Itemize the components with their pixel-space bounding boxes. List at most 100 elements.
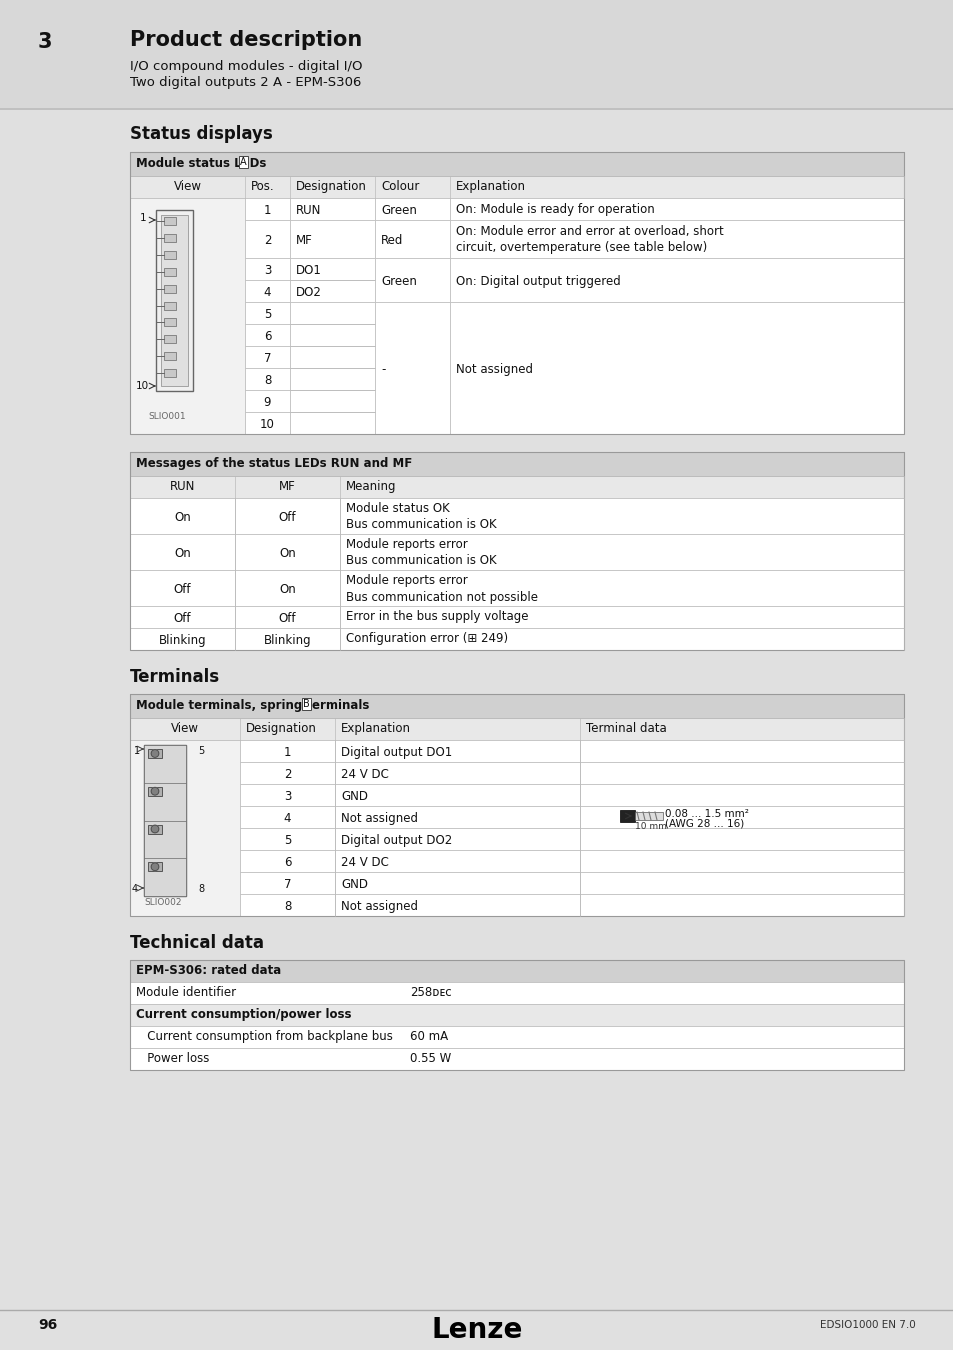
Text: 10: 10 — [260, 418, 274, 431]
Text: 8: 8 — [283, 900, 291, 913]
Text: Module reports error
Bus communication not possible: Module reports error Bus communication n… — [346, 574, 537, 603]
Text: Meaning: Meaning — [346, 481, 396, 493]
Text: Current consumption/power loss: Current consumption/power loss — [136, 1008, 351, 1021]
Text: 258ᴅᴇᴄ: 258ᴅᴇᴄ — [410, 986, 451, 999]
Bar — [164, 319, 175, 327]
Text: View: View — [173, 180, 201, 193]
Text: On: On — [279, 583, 295, 595]
Bar — [335, 784, 579, 806]
Text: Lenze: Lenze — [431, 1316, 522, 1345]
Text: MF: MF — [279, 481, 295, 493]
Circle shape — [151, 787, 158, 795]
Text: On: On — [279, 547, 295, 560]
Text: 6: 6 — [263, 329, 271, 343]
Text: EDSIO1000 EN 7.0: EDSIO1000 EN 7.0 — [820, 1320, 915, 1330]
Text: Not assigned: Not assigned — [340, 900, 417, 913]
Bar — [130, 981, 903, 1004]
Bar — [240, 872, 335, 894]
Bar — [130, 570, 234, 606]
Text: On: Module is ready for operation: On: Module is ready for operation — [456, 202, 654, 216]
Text: Power loss: Power loss — [136, 1052, 209, 1065]
Text: 3: 3 — [38, 32, 52, 53]
Bar — [579, 784, 903, 806]
Text: B: B — [303, 699, 310, 709]
Bar — [245, 324, 290, 346]
Text: Status displays: Status displays — [130, 126, 273, 143]
Bar — [161, 215, 188, 386]
Bar — [130, 718, 903, 740]
Bar — [164, 335, 175, 343]
Text: Module identifier: Module identifier — [136, 986, 236, 999]
Bar — [240, 784, 335, 806]
Text: Error in the bus supply voltage: Error in the bus supply voltage — [346, 610, 528, 622]
Text: RUN: RUN — [170, 481, 195, 493]
Bar — [245, 412, 290, 433]
Bar — [579, 850, 903, 872]
Bar — [164, 285, 175, 293]
Text: Explanation: Explanation — [456, 180, 525, 193]
Bar — [335, 894, 579, 917]
Circle shape — [151, 749, 158, 757]
Bar — [130, 498, 234, 535]
Bar — [579, 740, 903, 761]
Bar — [144, 859, 186, 896]
Bar — [339, 628, 903, 649]
Bar — [130, 740, 240, 917]
Text: Messages of the status LEDs RUN and MF: Messages of the status LEDs RUN and MF — [136, 458, 412, 470]
Bar — [148, 863, 162, 871]
Bar — [579, 828, 903, 850]
Bar — [335, 828, 579, 850]
Bar — [245, 346, 290, 369]
Bar — [144, 745, 186, 896]
Bar — [130, 1048, 903, 1071]
Bar — [579, 761, 903, 784]
Bar — [130, 452, 903, 477]
Bar — [335, 806, 579, 828]
Text: Blinking: Blinking — [158, 634, 206, 647]
Bar — [245, 369, 290, 390]
Text: Product description: Product description — [130, 30, 362, 50]
Text: Module status OK
Bus communication is OK: Module status OK Bus communication is OK — [346, 502, 497, 532]
Bar — [579, 872, 903, 894]
Text: On: Module error and error at overload, short
circuit, overtemperature (see tabl: On: Module error and error at overload, … — [456, 225, 723, 255]
Bar — [148, 825, 162, 833]
Text: 0.08 ... 1.5 mm²: 0.08 ... 1.5 mm² — [664, 809, 748, 819]
Bar — [619, 810, 635, 822]
Text: 2: 2 — [283, 768, 291, 782]
Text: 1: 1 — [140, 213, 147, 223]
Bar — [375, 302, 450, 433]
Bar — [290, 324, 375, 346]
Bar — [240, 894, 335, 917]
Text: SLIO002: SLIO002 — [144, 898, 181, 907]
Text: Not assigned: Not assigned — [456, 363, 533, 377]
Bar — [290, 220, 375, 258]
Text: Terminals: Terminals — [130, 668, 220, 686]
Bar — [148, 787, 162, 795]
Text: 6: 6 — [283, 856, 291, 869]
Bar — [339, 498, 903, 535]
Text: 5: 5 — [264, 308, 271, 321]
Bar — [130, 694, 903, 917]
Text: DO1: DO1 — [295, 265, 321, 277]
Circle shape — [151, 863, 158, 871]
Bar — [234, 606, 339, 628]
Text: MF: MF — [295, 234, 313, 247]
Circle shape — [151, 825, 158, 833]
Text: View: View — [171, 722, 199, 734]
Bar — [130, 176, 903, 198]
Text: 1: 1 — [283, 747, 291, 759]
Text: On: On — [174, 547, 191, 560]
Bar — [130, 628, 234, 649]
Text: I/O compound modules - digital I/O: I/O compound modules - digital I/O — [130, 59, 362, 73]
Text: GND: GND — [340, 790, 368, 803]
Text: Off: Off — [173, 612, 191, 625]
Bar — [290, 258, 375, 279]
Text: Explanation: Explanation — [340, 722, 411, 734]
Bar — [240, 806, 335, 828]
Bar — [245, 390, 290, 412]
Text: Not assigned: Not assigned — [340, 811, 417, 825]
Text: Module reports error
Bus communication is OK: Module reports error Bus communication i… — [346, 539, 497, 567]
Bar — [450, 198, 903, 220]
Text: 1: 1 — [263, 204, 271, 217]
Text: GND: GND — [340, 878, 368, 891]
